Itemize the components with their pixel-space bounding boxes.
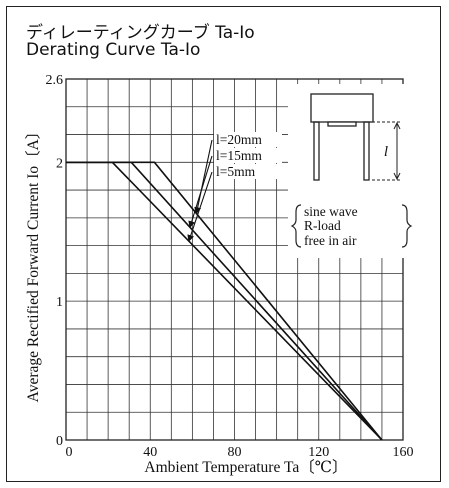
plot-border xyxy=(65,78,404,441)
y-tick-label: 0 xyxy=(56,434,63,449)
series-line-2 xyxy=(66,161,383,441)
x-tick-label: 40 xyxy=(143,445,157,460)
series-label-0: l=20mm xyxy=(216,132,262,147)
series-label-1: l=15mm xyxy=(216,148,262,163)
inset-box: l sine wave R-load free in air xyxy=(288,84,413,258)
series-layer xyxy=(66,161,383,441)
x-tick-label: 0 xyxy=(66,445,73,460)
note-brackets xyxy=(290,204,413,248)
length-label: l xyxy=(384,144,388,160)
series-label-pointer xyxy=(194,139,213,215)
series-label-pointer xyxy=(187,171,213,243)
note-sine-wave: sine wave xyxy=(304,204,358,219)
x-axis-label: Ambient Temperature Ta〔℃〕 xyxy=(144,459,347,476)
x-tick-label: 160 xyxy=(393,445,414,460)
chart-subtitle: Derating Curve Ta-Io xyxy=(26,40,201,60)
y-tick-label: 1 xyxy=(56,295,63,310)
tick-labels: 0 40 80 120 160 0 1 2 2.6 xyxy=(46,73,414,460)
y-tick-label: 2 xyxy=(56,156,63,171)
series-label-2: l=5mm xyxy=(216,164,256,179)
chart-title: ディレーティングカーブ Ta-Io xyxy=(26,23,255,43)
series-label-pointer xyxy=(188,155,213,229)
x-tick-label: 120 xyxy=(308,445,329,460)
component-diagram xyxy=(310,93,401,181)
x-tick-label: 80 xyxy=(228,445,242,460)
y-tick-label: 2.6 xyxy=(46,73,64,88)
note-free-in-air: free in air xyxy=(304,233,357,248)
y-axis-label: Average Rectified Forward Current Io〔A〕 xyxy=(25,124,42,403)
note-r-load: R-load xyxy=(304,218,341,233)
